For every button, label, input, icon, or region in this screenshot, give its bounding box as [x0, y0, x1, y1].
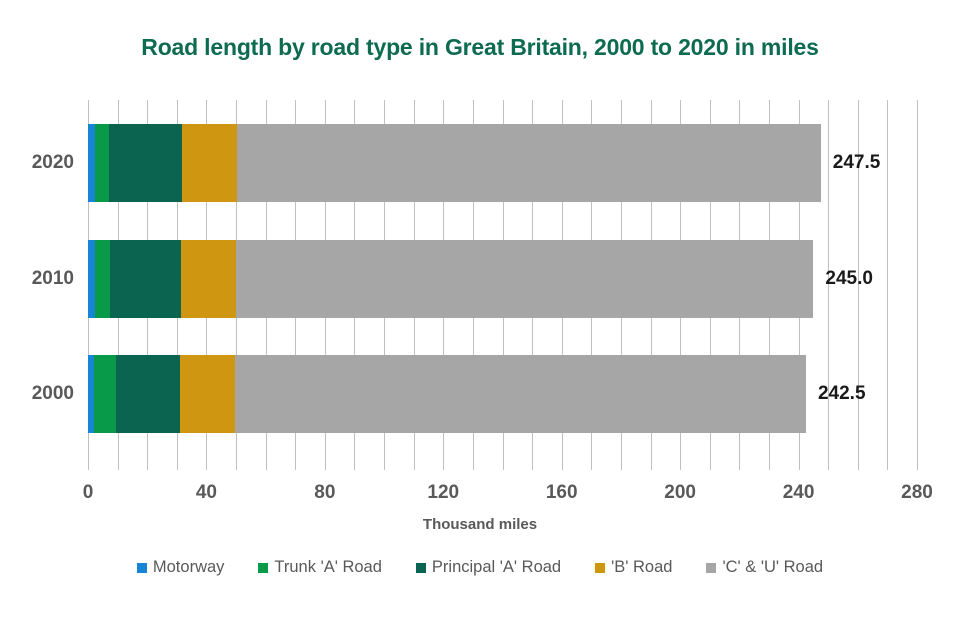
x-axis-tick-label: 0 — [82, 482, 94, 503]
y-axis-category-label: 2000 — [31, 383, 74, 404]
x-axis-tick-label: 280 — [901, 482, 933, 503]
bar-segment[interactable] — [88, 124, 95, 202]
legend-label: Trunk 'A' Road — [274, 558, 382, 576]
bar-segment[interactable] — [234, 355, 806, 433]
bar-segment[interactable] — [179, 355, 235, 433]
bar-segment[interactable] — [236, 124, 821, 202]
bar-segment[interactable] — [88, 240, 95, 318]
plot-area — [88, 100, 918, 470]
bar-segment[interactable] — [181, 240, 237, 318]
bar-segment[interactable] — [108, 124, 182, 202]
x-axis-tick-label: 200 — [664, 482, 696, 503]
bar-row[interactable] — [88, 355, 806, 433]
bar-value-label: 245.0 — [825, 268, 873, 289]
x-axis-tick-label: 120 — [427, 482, 460, 503]
gridline — [917, 100, 918, 470]
bar-segment[interactable] — [116, 355, 180, 433]
bar-segment[interactable] — [94, 124, 109, 202]
y-axis-category-label: 2020 — [31, 152, 74, 173]
chart-title: Road length by road type in Great Britai… — [141, 34, 819, 60]
x-axis-tick-label: 80 — [314, 482, 336, 503]
x-axis-title: Thousand miles — [422, 516, 538, 533]
gridline — [887, 100, 889, 470]
legend-swatch-icon — [415, 562, 426, 573]
x-axis-tick-label: 40 — [195, 482, 217, 503]
bar-value-label: 247.5 — [832, 152, 881, 173]
legend-item[interactable]: Motorway — [136, 558, 225, 577]
y-axis-category-label: 2010 — [31, 268, 74, 289]
legend-swatch-icon — [258, 562, 269, 573]
gridline — [857, 100, 859, 470]
bar-segment[interactable] — [110, 240, 182, 318]
bar-segment[interactable] — [181, 124, 237, 202]
legend-item[interactable]: Principal 'A' Road — [415, 558, 562, 577]
legend-swatch-icon — [706, 562, 717, 573]
x-axis-tick-label: 240 — [782, 482, 815, 503]
legend-label: Principal 'A' Road — [431, 558, 562, 576]
legend-label: Motorway — [152, 558, 225, 576]
bar-segment[interactable] — [236, 240, 814, 318]
gridline — [828, 100, 830, 470]
legend-label: 'C' & 'U' Road — [722, 558, 824, 576]
legend-swatch-icon — [595, 562, 606, 573]
legend-item[interactable]: Trunk 'A' Road — [258, 558, 382, 577]
bar-segment[interactable] — [93, 355, 117, 433]
legend-item[interactable]: 'C' & 'U' Road — [706, 558, 823, 577]
x-axis-tick-label: 160 — [545, 482, 578, 503]
bar-segment[interactable] — [94, 240, 111, 318]
chart-legend: Motorway Trunk 'A' Road Principal 'A' Road… — [0, 558, 960, 577]
bar-row[interactable] — [88, 124, 821, 202]
bar-value-label: 242.5 — [817, 383, 866, 404]
bar-row[interactable] — [88, 240, 814, 318]
legend-label: 'B' Road — [611, 558, 673, 576]
legend-swatch-icon — [136, 562, 147, 573]
bar-segment[interactable] — [88, 355, 94, 433]
legend-item[interactable]: 'B' Road — [595, 558, 672, 577]
